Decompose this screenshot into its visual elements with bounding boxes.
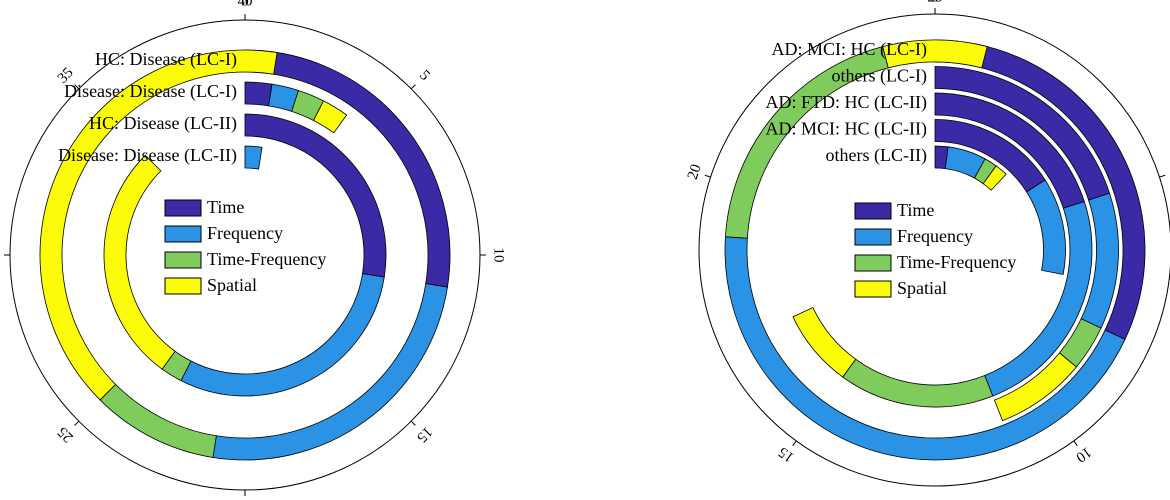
- tick-label-10: 10: [1073, 443, 1095, 465]
- legend-swatch-time-frequency: [164, 251, 202, 269]
- legend-label-frequency: Frequency: [207, 223, 283, 243]
- axis-tick: [792, 440, 797, 447]
- axis-tick: [74, 84, 80, 90]
- tick-label-25: 25: [55, 423, 77, 445]
- bar-segment-time-disease-disease-lc-i: [244, 81, 273, 107]
- tick-label-5: 5: [1166, 166, 1170, 178]
- bar-segment-spatial-ad-mci-hc-lc-i: [882, 39, 988, 69]
- legend-swatch-frequency: [854, 228, 892, 246]
- bar-segment-frequency-disease-disease-lc-ii: [244, 145, 263, 170]
- category-label: HC: Disease (LC-II): [89, 113, 237, 134]
- legend-label-time: Time: [897, 200, 934, 220]
- bar-segment-spatial-others-lc-i: [993, 352, 1077, 422]
- legend-swatch-time: [854, 202, 892, 220]
- bar-segment-spatial-hc-disease-lc-i: [39, 49, 278, 401]
- legend-swatch-time: [164, 199, 202, 217]
- bar-segment-spatial-others-lc-ii: [982, 165, 1007, 191]
- legend-swatch-frequency: [164, 225, 202, 243]
- category-label: AD: MCI: HC (LC-I): [772, 39, 928, 60]
- tick-label-20: 20: [685, 162, 705, 181]
- axis-tick: [410, 420, 416, 426]
- category-label: AD: FTD: HC (LC-II): [766, 92, 927, 113]
- axis-tick: [1159, 174, 1166, 178]
- category-label: others (LC-I): [832, 66, 927, 87]
- tick-label-5: 5: [416, 67, 433, 84]
- bar-segment-time-frequency-hc-disease-lc-i: [99, 383, 217, 458]
- axis-tick: [74, 420, 80, 426]
- legend-label-spatial: Spatial: [207, 275, 257, 295]
- bar-segment-spatial-hc-disease-lc-ii: [103, 154, 176, 370]
- bar-segment-frequency-hc-disease-lc-i: [212, 283, 448, 461]
- legend-swatch-spatial: [164, 277, 202, 295]
- category-label: HC: Disease (LC-I): [95, 49, 237, 70]
- axis-tick: [704, 174, 711, 178]
- legend-label-time-frequency: Time-Frequency: [207, 249, 326, 269]
- left-radial-chart: 0510152025303540HC: Disease (LC-I)Diseas…: [4, 0, 507, 496]
- tick-label-40: 40: [238, 0, 253, 9]
- category-label: Disease: Disease (LC-I): [64, 81, 237, 102]
- category-label: Disease: Disease (LC-II): [58, 145, 237, 166]
- axis-tick: [410, 84, 416, 90]
- bar-segment-spatial-ad-ftd-hc-lc-ii: [792, 306, 857, 378]
- legend-label-time-frequency: Time-Frequency: [897, 252, 1016, 272]
- right-radial-chart: 0 5 10 15 20 25 AD: MCI: HC (LC-I) others (LC-I…: [685, 0, 1170, 487]
- tick-label-25: 25: [928, 0, 943, 5]
- axis-tick: [1073, 440, 1078, 447]
- tick-label-15: 15: [776, 443, 798, 465]
- category-label: others (LC-II): [826, 145, 927, 166]
- category-label: AD: MCI: HC (LC-II): [766, 119, 927, 140]
- legend-swatch-spatial: [854, 280, 892, 298]
- bar-segment-time-frequency-ad-ftd-hc-lc-ii: [842, 358, 994, 408]
- tick-label-10: 10: [491, 248, 507, 263]
- legend-label-time: Time: [207, 197, 244, 217]
- bar-segment-frequency-ad-mci-hc-lc-ii: [1026, 179, 1066, 275]
- tick-label-15: 15: [413, 423, 435, 445]
- legend-label-frequency: Frequency: [897, 226, 973, 246]
- tick-label-0: 0: [931, 0, 939, 5]
- legend-label-spatial: Spatial: [897, 278, 947, 298]
- legend-swatch-time-frequency: [854, 254, 892, 272]
- bar-segment-spatial-disease-disease-lc-i: [313, 100, 348, 134]
- tick-label-0: 0: [241, 0, 249, 9]
